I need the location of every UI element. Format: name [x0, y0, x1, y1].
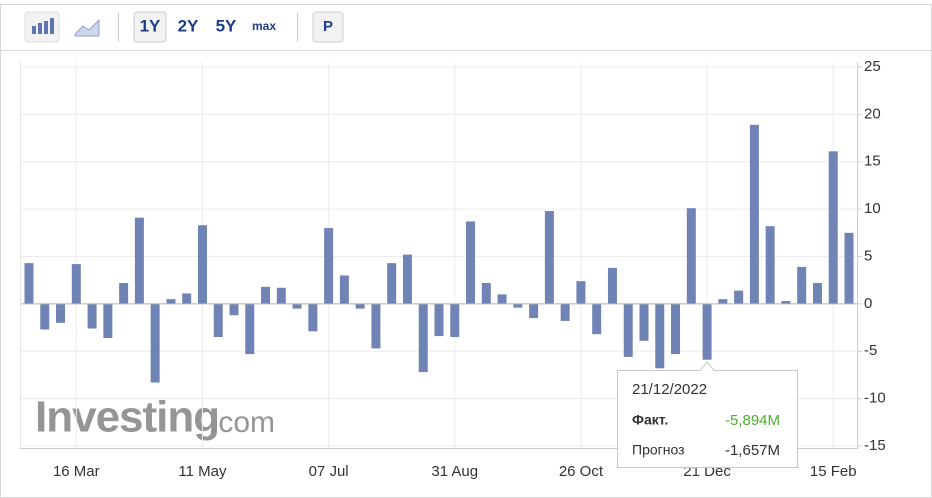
x-tick-label: 31 Aug [431, 463, 478, 480]
bar [544, 211, 554, 304]
bar [245, 303, 255, 355]
bar [213, 303, 223, 338]
bar [308, 303, 318, 332]
x-tick-label: 26 Oct [559, 463, 604, 480]
bar-chart-icon[interactable] [24, 11, 60, 43]
y-tick-label: -5 [864, 342, 877, 359]
bar [560, 303, 570, 321]
bar [481, 283, 491, 304]
bar [402, 254, 412, 304]
bar [828, 151, 838, 304]
bar [292, 303, 302, 309]
range-2y[interactable]: 2Y [178, 16, 199, 35]
bar [24, 263, 34, 304]
watermark-brand: Investing [35, 393, 219, 442]
bar [450, 303, 460, 338]
bar [797, 266, 807, 304]
mode-p[interactable]: P [323, 18, 333, 35]
bar [576, 281, 586, 304]
bar [765, 226, 775, 304]
tooltip-forecast-value: -1,657M [725, 442, 780, 459]
bar [466, 221, 476, 304]
bar [229, 303, 239, 316]
bar [197, 225, 207, 304]
icon-part [50, 18, 54, 34]
bar [529, 303, 539, 319]
plot: -15 -10 -5 0 5 10 15 20 25 16 Mar 11 May 07 Jul 31 A… [21, 58, 886, 480]
bar [623, 303, 633, 357]
tooltip-box [617, 361, 798, 468]
tooltip: 21/12/2022 Факт. -5,894M Прогноз -1,657M [617, 361, 798, 468]
bar [40, 303, 50, 330]
tooltip-actual-label: Факт. [632, 412, 668, 428]
icon-part [38, 23, 42, 34]
y-tick-label: 5 [864, 247, 872, 264]
bar [671, 303, 681, 355]
bar [639, 303, 649, 341]
bar [324, 228, 334, 304]
x-tick-label: 07 Jul [309, 463, 349, 480]
bar [150, 303, 160, 383]
bar [276, 287, 286, 304]
bar [702, 303, 712, 360]
bar [134, 217, 144, 304]
y-tick-label: 15 [864, 153, 881, 170]
bar [56, 303, 66, 323]
x-tick-label: 11 May [178, 463, 227, 480]
bar [844, 232, 854, 304]
y-tick-label: -10 [864, 390, 886, 407]
bar [387, 263, 397, 304]
bar [655, 303, 665, 369]
y-tick-label: 10 [864, 200, 881, 217]
mode-button[interactable] [312, 11, 344, 43]
bar [749, 124, 759, 304]
range-max[interactable]: max [252, 19, 276, 33]
bar [513, 303, 523, 308]
bar [339, 275, 349, 304]
bar [812, 283, 822, 304]
bar [592, 303, 602, 335]
bar [734, 290, 744, 304]
icon-part [32, 26, 36, 34]
tooltip-actual-value: -5,894M [725, 412, 780, 429]
area-chart-icon[interactable] [74, 18, 100, 37]
tooltip-forecast-label: Прогноз [632, 442, 685, 458]
y-tick-label: 0 [864, 295, 872, 312]
bar [182, 293, 192, 304]
bar [607, 267, 617, 304]
bar [87, 303, 97, 329]
bar [103, 303, 113, 338]
range-5y[interactable]: 5Y [216, 16, 237, 35]
icon-part [44, 21, 48, 34]
x-tick-label: 16 Mar [53, 463, 100, 480]
range-1y[interactable]: 1Y [140, 16, 161, 35]
x-tick-label: 15 Feb [810, 463, 857, 480]
bar [418, 303, 428, 373]
bar [497, 294, 507, 304]
tooltip-date: 21/12/2022 [632, 381, 707, 398]
bar [434, 303, 444, 337]
bar [166, 299, 176, 304]
watermark-suffix: .com [210, 406, 275, 439]
bar [355, 303, 365, 309]
bar [261, 286, 271, 304]
bar [686, 208, 696, 304]
y-tick-label: -15 [864, 437, 886, 454]
bar [71, 264, 81, 304]
bar [781, 301, 791, 304]
bar [119, 283, 129, 304]
bar [371, 303, 381, 349]
range-button[interactable] [133, 11, 167, 43]
bar [718, 299, 728, 304]
y-tick-label: 25 [864, 58, 881, 75]
y-tick-label: 20 [864, 105, 881, 122]
